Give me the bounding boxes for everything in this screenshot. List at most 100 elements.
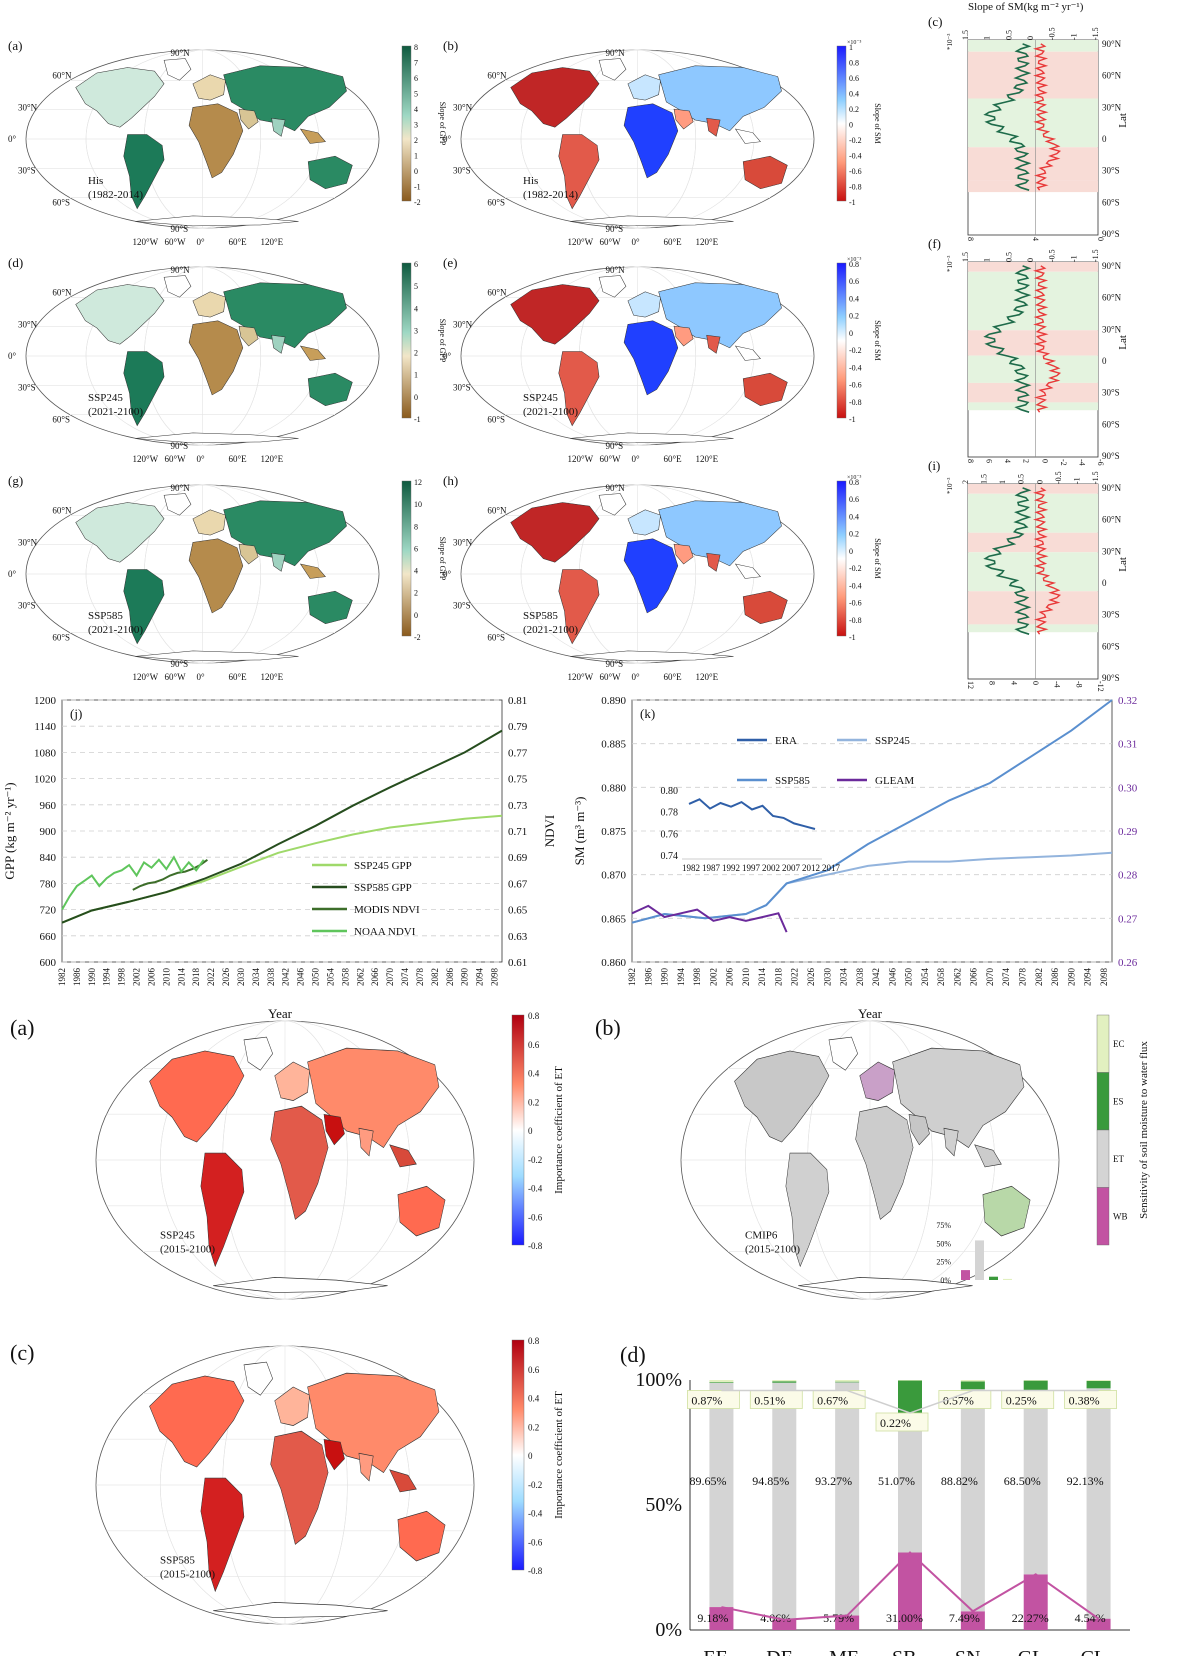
scenario-label: SSP245 bbox=[160, 1230, 195, 1242]
continent-africa bbox=[188, 538, 244, 614]
inset-bar bbox=[1003, 1278, 1012, 1280]
continent-india bbox=[706, 117, 721, 137]
top-tick: -1.5 bbox=[1091, 249, 1100, 262]
scenario-label: His bbox=[523, 175, 538, 187]
bar-et bbox=[1023, 1403, 1048, 1575]
colorbar-tick: 0.6 bbox=[849, 277, 859, 286]
continent-seAsia bbox=[299, 128, 326, 144]
colorbar-tick: -0.8 bbox=[849, 398, 862, 407]
data-label: 0.22% bbox=[880, 1416, 911, 1430]
lat-label: 60°N bbox=[52, 288, 72, 298]
colorbar-tick: -1 bbox=[849, 415, 856, 424]
class-label: WB bbox=[1113, 1211, 1128, 1221]
continent-africa bbox=[623, 320, 679, 396]
colorbar-tick: 0 bbox=[528, 1451, 533, 1461]
map-(e) bbox=[460, 266, 815, 446]
legend-label: SSP245 bbox=[875, 735, 910, 747]
continent-seAsia bbox=[299, 563, 326, 579]
lon-label: 120°W bbox=[568, 672, 594, 682]
colorbar-exp: ×10⁻³ bbox=[847, 257, 862, 263]
y2-tick: 0.31 bbox=[1118, 739, 1137, 751]
continent-australia bbox=[742, 155, 788, 190]
x-tick: 1998 bbox=[692, 968, 702, 987]
lat-band bbox=[968, 484, 1098, 494]
map-(d) bbox=[25, 266, 380, 446]
lat-label: 90°S bbox=[1102, 229, 1120, 239]
lat-label: 90°N bbox=[606, 483, 626, 493]
inset-tick: 0% bbox=[940, 1276, 951, 1285]
lat-label: 60°N bbox=[1102, 293, 1122, 303]
continent-northAmerica bbox=[149, 1050, 245, 1143]
data-label: 68.50% bbox=[1004, 1474, 1041, 1488]
colorbar-tick: 2 bbox=[414, 136, 418, 145]
data-label: 92.13% bbox=[1067, 1474, 1104, 1488]
ec-trend-line bbox=[721, 1389, 1099, 1414]
colorbar-tick: 3 bbox=[414, 121, 418, 130]
y-tick: 720 bbox=[40, 905, 57, 917]
panel-label: (j) bbox=[70, 706, 82, 721]
lat-label: 60°N bbox=[1102, 515, 1122, 525]
map-(h) bbox=[460, 484, 815, 664]
top-tick: 0 bbox=[1026, 36, 1035, 40]
colorbar-tick: 0.4 bbox=[528, 1394, 540, 1404]
inset-x-tick: 2002 bbox=[762, 863, 780, 873]
colorbar-tick: 0.2 bbox=[849, 530, 859, 539]
continent-antarctica bbox=[798, 1277, 973, 1293]
y-tick: 660 bbox=[40, 931, 57, 943]
continent-africa bbox=[270, 1105, 329, 1220]
y-tick: 0.860 bbox=[601, 957, 626, 969]
x-tick: 2022 bbox=[206, 968, 216, 986]
x-tick: 2006 bbox=[146, 968, 156, 987]
colorbar-tick: -1 bbox=[414, 183, 421, 192]
x-tick: 2038 bbox=[266, 968, 276, 987]
x-tick: 2006 bbox=[725, 968, 735, 987]
inset-x-tick: 2017 bbox=[822, 863, 841, 873]
lon-label: 120°E bbox=[261, 237, 284, 247]
lat-label: 60°S bbox=[487, 197, 505, 207]
lat-label: 90°S bbox=[606, 224, 624, 234]
colorbar-title: Sensitivity of soil moisture to water fl… bbox=[1138, 1041, 1150, 1219]
lat-band bbox=[968, 382, 1098, 403]
x-tick: 2078 bbox=[1018, 968, 1028, 987]
panel-label: (a) bbox=[8, 38, 22, 53]
y-tick: 780 bbox=[40, 878, 57, 890]
lat-label: 0° bbox=[8, 134, 17, 144]
lon-label: 120°E bbox=[261, 454, 284, 464]
colorbar-tick: 0.6 bbox=[528, 1365, 540, 1375]
lat-label: 60°S bbox=[487, 414, 505, 424]
top-axis-title: Slope of SM(kg m⁻² yr⁻¹) bbox=[968, 1, 1084, 13]
continent-greenland bbox=[243, 1361, 273, 1396]
bar-et bbox=[835, 1382, 860, 1616]
lon-label: 60°E bbox=[664, 237, 683, 247]
continent-arabia bbox=[673, 108, 694, 130]
colorbar-tick: 12 bbox=[414, 478, 422, 487]
x-tick: 2034 bbox=[839, 968, 849, 987]
continent-greenland bbox=[163, 58, 192, 81]
x-tick: 2098 bbox=[490, 968, 500, 987]
x-tick: 1990 bbox=[660, 968, 670, 987]
top-tick: -0.5 bbox=[1048, 249, 1057, 262]
colorbar bbox=[511, 1014, 525, 1246]
colorbar-tick: 4 bbox=[414, 304, 418, 313]
lat-band bbox=[968, 180, 1098, 193]
top-tick: -0.5 bbox=[1054, 471, 1063, 484]
bottom-tick: 2 bbox=[1022, 459, 1031, 463]
y2-tick: 0.69 bbox=[508, 852, 528, 864]
colorbar-tick: -0.6 bbox=[849, 599, 862, 608]
lat-label: 30°N bbox=[18, 319, 38, 329]
panel-label: (b) bbox=[595, 1015, 621, 1040]
profile-(c): 90°N 60°N 30°N 0 30°S 60°S 90°S Lat 1.5 1 0.5 0 -0.5… bbox=[928, 1, 1129, 241]
lat-label: 60°S bbox=[1102, 197, 1120, 207]
x-tick: 2074 bbox=[400, 968, 410, 987]
inset-tick: 50% bbox=[936, 1239, 951, 1248]
lat-label: 90°N bbox=[1102, 39, 1122, 49]
inset-x-tick: 1987 bbox=[702, 863, 721, 873]
x-tick: 1994 bbox=[676, 968, 686, 987]
period-label: (1982-2014) bbox=[88, 189, 143, 201]
continent-greenland bbox=[598, 493, 627, 516]
colorbar-tick: 0.2 bbox=[849, 105, 859, 114]
x-tick: 2018 bbox=[191, 968, 201, 987]
map-(b) bbox=[460, 49, 815, 229]
x-tick: 2014 bbox=[757, 968, 767, 987]
lat-label: 0 bbox=[1102, 134, 1107, 144]
